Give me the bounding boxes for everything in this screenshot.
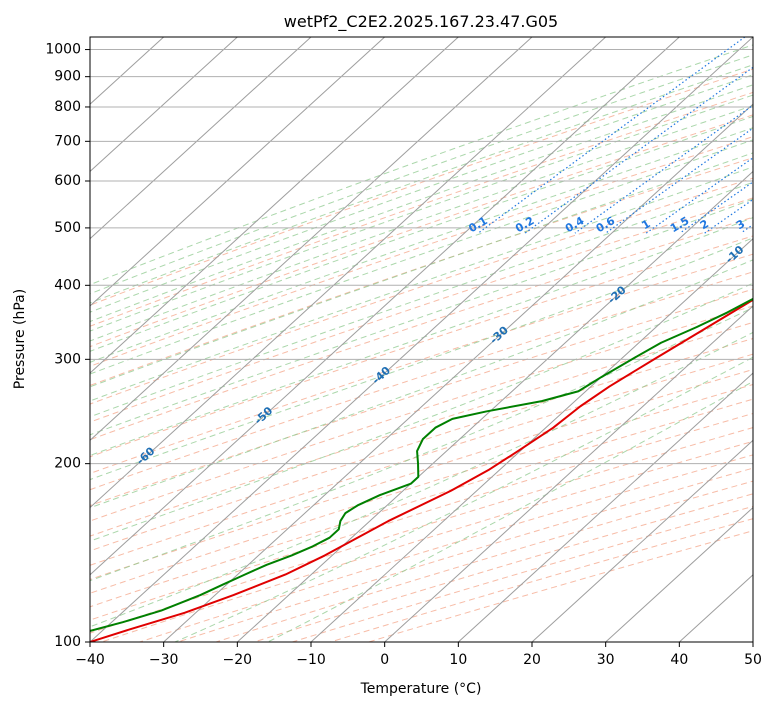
dry-adiabat-line xyxy=(292,505,753,642)
dry-adiabat-line xyxy=(215,480,753,642)
dry-adiabat-line xyxy=(90,136,753,367)
moist-adiabat-line xyxy=(90,282,753,542)
line-annotations: -100-90-80-70-60-50-40-30-20-100.10.20.4… xyxy=(16,214,773,508)
dry-adiabat-line xyxy=(90,235,753,458)
isotherm-line xyxy=(90,37,533,442)
dry-adiabat-line xyxy=(90,288,753,507)
mixing-ratio-line xyxy=(767,37,775,233)
y-tick-label: 400 xyxy=(54,277,81,293)
dry-adiabat-line xyxy=(90,353,753,566)
moist-adiabat-line xyxy=(90,54,753,295)
x-axis-label: Temperature (°C) xyxy=(360,681,482,697)
x-tick-label: −40 xyxy=(75,652,105,668)
mixing-ratio-line xyxy=(477,37,746,234)
x-tick-label: 50 xyxy=(744,652,762,668)
isotherm-line xyxy=(90,37,312,240)
mixing-ratio-label: 0.2 xyxy=(513,214,536,235)
mixing-ratio-label: 1.5 xyxy=(668,214,691,235)
isotherm-line xyxy=(531,439,753,642)
isotherm-line xyxy=(90,37,459,374)
isotherm-line xyxy=(605,506,753,642)
dry-adiabat-line xyxy=(90,337,753,552)
series-line-1 xyxy=(90,297,753,632)
isotherm-line xyxy=(90,37,753,642)
isotherm-line xyxy=(236,170,753,642)
isotherm-line xyxy=(90,37,386,307)
moist-adiabat-line xyxy=(90,181,753,418)
moist-adiabat-line xyxy=(90,44,753,286)
moist-adiabat-line xyxy=(90,152,753,388)
isotherm-line xyxy=(384,305,753,642)
moist-adiabat-line xyxy=(90,198,753,436)
dry-adiabats xyxy=(90,68,753,642)
moist-adiabat-line xyxy=(90,139,753,375)
isotherm-line xyxy=(752,641,753,642)
x-tick-label: 20 xyxy=(523,652,541,668)
y-tick-label: 1000 xyxy=(45,42,81,58)
isotherm-line xyxy=(90,37,238,173)
dry-adiabat-line xyxy=(90,271,753,491)
dry-adiabat-line xyxy=(90,383,753,594)
moist-adiabat-line xyxy=(90,74,753,313)
y-tick-label: 800 xyxy=(54,99,81,115)
y-tick-label: 900 xyxy=(54,69,81,85)
isotherm-line xyxy=(310,237,753,642)
moist-adiabat-line xyxy=(90,259,753,509)
mixing-ratio-label: 4 xyxy=(760,217,773,232)
dry-adiabat-line xyxy=(90,157,753,387)
x-tick-label: 0 xyxy=(380,652,389,668)
y-tick-label: 700 xyxy=(54,133,81,149)
dry-adiabat-line xyxy=(90,412,753,621)
isobars xyxy=(90,49,753,642)
mixing-ratio-lines xyxy=(477,37,775,234)
y-axis-ticks: 100 200 300 400 500 600 700 800 900 1000 xyxy=(45,42,90,650)
dry-adiabat-line xyxy=(90,398,753,608)
y-tick-label: 600 xyxy=(54,173,81,189)
y-tick-label: 100 xyxy=(54,634,81,650)
dry-adiabat-line xyxy=(90,427,753,634)
x-tick-label: 30 xyxy=(597,652,615,668)
dry-adiabat-line xyxy=(90,114,753,348)
isotherm-line xyxy=(457,372,753,642)
plot-frame xyxy=(89,36,754,643)
y-tick-label: 500 xyxy=(54,220,81,236)
dry-adiabat-line xyxy=(90,253,753,474)
dry-adiabat-line xyxy=(330,518,753,642)
isotherm-line xyxy=(163,103,753,642)
y-tick-label: 200 xyxy=(54,456,81,472)
series-line-0 xyxy=(90,298,753,642)
y-tick-label: 300 xyxy=(54,351,81,367)
dry-adiabat-line xyxy=(90,197,753,423)
isotherms xyxy=(90,37,753,642)
x-axis-ticks: −40 −30 −20 −10 0 10 20 30 40 50 xyxy=(75,642,762,668)
sounding-series xyxy=(90,297,753,642)
mixing-ratio-line xyxy=(524,66,753,234)
moist-adiabat-line xyxy=(267,380,753,642)
x-tick-label: −10 xyxy=(296,652,326,668)
moist-adiabat-line xyxy=(90,64,753,304)
dry-adiabat-line xyxy=(254,493,753,642)
mixing-ratio-line xyxy=(679,181,753,234)
dry-adiabat-line xyxy=(90,216,753,441)
mixing-ratio-line xyxy=(740,223,753,234)
plot-area: -100-90-80-70-60-50-40-30-20-100.10.20.4… xyxy=(16,37,775,642)
x-tick-label: −20 xyxy=(223,652,253,668)
moist-adiabat-line xyxy=(90,166,753,402)
x-tick-label: −30 xyxy=(149,652,179,668)
x-tick-label: 40 xyxy=(670,652,688,668)
dry-adiabat-line xyxy=(90,177,753,405)
isotherm-label: -70 xyxy=(16,485,40,508)
chart-title: wetPf2_C2E2.2025.167.23.47.G05 xyxy=(284,12,558,32)
dry-adiabat-line xyxy=(90,368,753,580)
isotherm-line xyxy=(90,37,607,509)
x-tick-label: 10 xyxy=(449,652,467,668)
isotherm-line xyxy=(90,37,680,576)
moist-adiabat-line xyxy=(90,115,753,352)
y-axis-label: Pressure (hPa) xyxy=(12,289,28,389)
mixing-ratio-line xyxy=(574,104,753,234)
dry-adiabat-line xyxy=(101,440,753,642)
